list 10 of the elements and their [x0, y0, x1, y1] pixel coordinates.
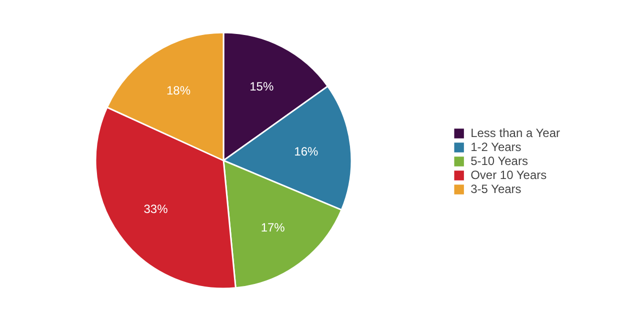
data-label: 17% — [260, 220, 286, 234]
legend-label: 3-5 Years — [470, 182, 522, 196]
legend-label: Over 10 Years — [470, 168, 547, 182]
legend-label: 5-10 Years — [470, 154, 528, 168]
data-label: 15% — [250, 80, 274, 94]
data-label: 16% — [294, 144, 319, 158]
legend-label: Less than a Year — [470, 126, 560, 140]
data-label: 33% — [144, 202, 168, 216]
legend-label: 1-2 Years — [470, 140, 522, 154]
data-label: 18% — [166, 84, 191, 98]
